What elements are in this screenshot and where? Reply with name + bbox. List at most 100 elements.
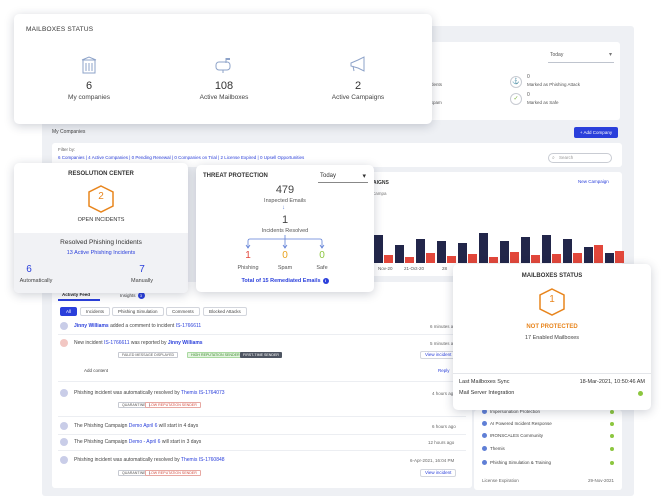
active-incidents-link[interactable]: 13 Active Phishing Incidents xyxy=(66,250,136,256)
shield-icon xyxy=(482,409,487,415)
chart-bar xyxy=(384,255,393,263)
feed-time-3: 4 hours ago xyxy=(432,391,456,396)
feed-row-1: Jinny Williams added a comment to incide… xyxy=(74,323,202,329)
view-incident-button[interactable]: View incident xyxy=(420,351,457,359)
status-dot xyxy=(638,391,643,396)
integration-item: AI Powered Incident Response xyxy=(482,421,552,427)
marked-safe-label: Marked as Safe xyxy=(527,100,559,105)
open-incidents-label: OPEN INCIDENTS xyxy=(77,217,125,223)
tab-activity-feed[interactable]: Activity Feed xyxy=(62,292,91,297)
phishing-label: Phishing xyxy=(237,265,259,271)
feed-row-2: New incident IS-1766611 was reported by … xyxy=(74,340,203,346)
last-sync-value: 18-Mar-2021, 10:50:46 AM xyxy=(579,379,645,385)
remediated-emails-link[interactable]: Total of 15 Remediated Emails i xyxy=(196,278,374,284)
ai-icon xyxy=(482,421,487,427)
companies-count: 6 xyxy=(85,80,93,92)
status-dot xyxy=(610,410,614,414)
new-campaign-link[interactable]: New Campaign xyxy=(578,179,609,184)
chip-comments[interactable]: Comments xyxy=(166,307,200,316)
inspected-count: 479 xyxy=(275,184,295,196)
divider xyxy=(58,381,466,382)
check-icon: ✓ xyxy=(510,93,522,105)
companies-label: My companies xyxy=(68,94,110,101)
split-arrows-icon xyxy=(245,235,325,249)
avatar xyxy=(60,456,68,464)
search-icon: ⌕ xyxy=(552,155,555,161)
feed-time-1: 6 minutes ago xyxy=(430,324,459,329)
chart-bar xyxy=(374,235,383,263)
chart-bar xyxy=(479,233,488,263)
last-sync-label: Last Mailboxes Sync xyxy=(459,379,510,385)
chart-bar xyxy=(584,247,593,263)
enabled-mailboxes-label: 17 Enabled Mailboxes xyxy=(524,335,580,341)
chip-phishing-simulation[interactable]: Phishing Simulation xyxy=(112,307,164,316)
tag-first-time-sender: FIRST-TIME SENDER xyxy=(240,352,282,358)
filter-links[interactable]: 6 Companies | 4 Active Companies | 0 Pen… xyxy=(58,155,305,160)
chart-bar xyxy=(468,254,477,263)
chart-bar xyxy=(489,257,498,263)
resolved-title: Resolved Phishing Incidents xyxy=(60,239,142,246)
active-campaigns-count: 2 xyxy=(354,80,362,92)
chart-bar xyxy=(552,254,561,263)
building-icon xyxy=(81,56,97,74)
training-icon xyxy=(482,460,487,466)
divider xyxy=(58,434,466,435)
open-incidents-count: 2 xyxy=(98,191,104,202)
period-select[interactable]: Today xyxy=(548,49,614,63)
campaign-icon xyxy=(60,438,68,446)
view-incident-button[interactable]: View incident xyxy=(420,469,457,477)
add-company-button[interactable]: + Add Company xyxy=(574,127,618,138)
chip-blocked-attacks[interactable]: Blocked Attacks xyxy=(203,307,247,316)
safe-count: 0 xyxy=(319,250,325,261)
tag-quarantine: QUARANTINE xyxy=(118,402,150,408)
activity-feed-panel xyxy=(52,282,472,488)
phishing-attack-label: Marked as Phishing Attack xyxy=(527,82,581,87)
search-input[interactable]: ⌕ Search xyxy=(548,153,612,163)
chart-bar xyxy=(542,235,551,263)
divider xyxy=(58,416,466,417)
manual-resolved-count: 7 xyxy=(139,264,145,275)
chart-x-label-3: 28 xyxy=(442,266,448,271)
avatar xyxy=(60,322,68,330)
chip-incidents[interactable]: Incidents xyxy=(80,307,111,316)
mail-server-integration-label: Mail Server Integration xyxy=(459,390,515,396)
feed-time-5: 12 hours ago xyxy=(428,440,455,445)
card-title: THREAT PROTECTION xyxy=(203,173,268,179)
hexagon-icon xyxy=(88,185,114,213)
divider xyxy=(58,450,466,451)
integration-item: Phishing Simulation & Training xyxy=(482,460,551,466)
chart-bar xyxy=(605,253,614,263)
chart-bar xyxy=(458,243,467,263)
chart-bar xyxy=(426,253,435,263)
tag-failed-message: FAILED MESSAGE DISPLAYED xyxy=(118,352,179,358)
card-title: RESOLUTION CENTER xyxy=(68,171,134,177)
card-title: MAILBOXES STATUS xyxy=(26,26,94,33)
add-content-link[interactable]: Add content xyxy=(84,368,109,373)
status-dot xyxy=(610,434,614,438)
license-value: 29-Nov-2021 xyxy=(588,478,615,483)
my-companies-heading: My Companies xyxy=(52,129,86,135)
spam-label: Spam xyxy=(277,265,293,271)
integrations-panel xyxy=(474,410,622,490)
status-dot xyxy=(610,461,614,465)
mailbox-icon xyxy=(215,58,231,73)
feed-row-3: Phishing incident was automatically reso… xyxy=(74,390,225,396)
campaigns-subtitle: Campa xyxy=(372,191,387,196)
card-title: MAILBOXES STATUS xyxy=(521,273,583,279)
tab-insights[interactable]: Insights 3 xyxy=(120,292,145,299)
chart-bar xyxy=(531,255,540,263)
threat-protection-card: THREAT PROTECTION Today 479 Inspected Em… xyxy=(196,165,374,292)
safe-label: Safe xyxy=(316,265,328,271)
feed-time-6: 6-Apr-2021, 16:04 PM xyxy=(410,458,455,463)
mailboxes-status-card: MAILBOXES STATUS 6 My companies 108 Acti… xyxy=(14,14,432,124)
chart-bar xyxy=(615,251,624,263)
reply-link[interactable]: Reply xyxy=(438,368,450,373)
auto-resolved-label: Automatically xyxy=(19,278,53,284)
chip-all[interactable]: All xyxy=(60,307,78,316)
chart-bar xyxy=(521,237,530,263)
integration-item: IRONSCALES Community xyxy=(482,433,543,439)
phishing-attack-value: 0 xyxy=(527,74,530,80)
resolution-center-card: RESOLUTION CENTER 2 OPEN INCIDENTS Resol… xyxy=(14,163,188,293)
resolved-section xyxy=(14,233,188,293)
period-select[interactable]: Today xyxy=(318,171,368,183)
